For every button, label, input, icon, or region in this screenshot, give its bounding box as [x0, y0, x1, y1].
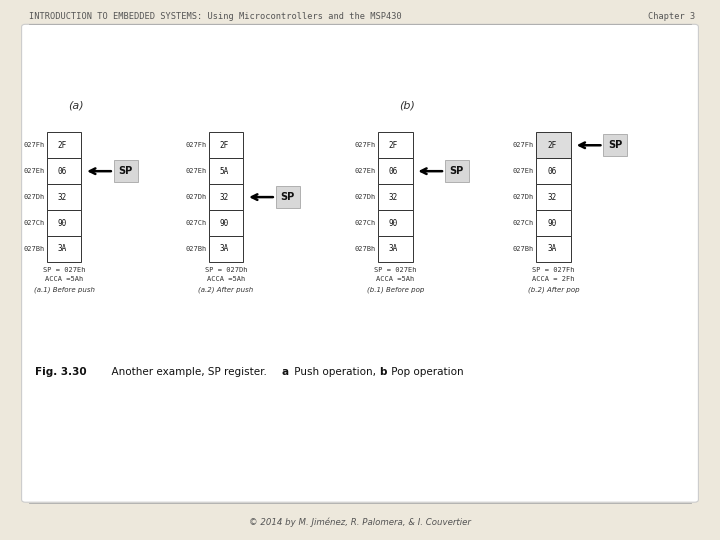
Text: ACCA =5Ah: ACCA =5Ah — [45, 276, 84, 282]
Text: 3A: 3A — [220, 245, 229, 253]
Text: 027Fh: 027Fh — [513, 142, 534, 149]
Bar — [114, 160, 138, 182]
Text: © 2014 by M. Jiménez, R. Palomera, & I. Couvertier: © 2014 by M. Jiménez, R. Palomera, & I. … — [249, 517, 471, 527]
Text: 027Fh: 027Fh — [185, 142, 207, 149]
Text: 027Dh: 027Dh — [354, 194, 376, 200]
Text: 027Ch: 027Ch — [23, 220, 45, 226]
Bar — [209, 210, 243, 236]
Text: 06: 06 — [58, 167, 67, 176]
Bar — [47, 132, 81, 158]
Bar — [536, 184, 571, 210]
Bar — [209, 236, 243, 262]
Text: 32: 32 — [220, 193, 229, 201]
Text: (b.1) Before pop: (b.1) Before pop — [366, 287, 424, 293]
Text: 32: 32 — [58, 193, 67, 201]
Text: (a.1) Before push: (a.1) Before push — [34, 287, 94, 293]
Text: 2F: 2F — [220, 141, 229, 150]
Text: SP = 027Eh: SP = 027Eh — [42, 267, 86, 273]
Text: 5A: 5A — [220, 167, 229, 176]
Bar — [536, 210, 571, 236]
Bar — [209, 184, 243, 210]
Text: 06: 06 — [547, 167, 557, 176]
Text: Fig. 3.30: Fig. 3.30 — [35, 367, 86, 377]
Text: SP: SP — [450, 166, 464, 176]
Text: 90: 90 — [58, 219, 67, 227]
Text: 027Fh: 027Fh — [354, 142, 376, 149]
Bar — [47, 184, 81, 210]
Bar — [47, 236, 81, 262]
Text: 32: 32 — [389, 193, 398, 201]
Bar — [209, 158, 243, 184]
Text: (b.2) After pop: (b.2) After pop — [528, 287, 580, 293]
Text: 027Ch: 027Ch — [513, 220, 534, 226]
Text: SP = 027Fh: SP = 027Fh — [532, 267, 575, 273]
Text: SP: SP — [119, 166, 132, 176]
Text: 027Bh: 027Bh — [185, 246, 207, 252]
Text: 32: 32 — [547, 193, 557, 201]
Text: Chapter 3: Chapter 3 — [647, 12, 695, 21]
Text: 027Dh: 027Dh — [185, 194, 207, 200]
Text: Push operation,: Push operation, — [291, 367, 379, 377]
Bar — [536, 236, 571, 262]
Text: 90: 90 — [389, 219, 398, 227]
Text: SP: SP — [281, 192, 294, 202]
Bar — [378, 236, 413, 262]
Text: 027Dh: 027Dh — [23, 194, 45, 200]
Text: Another example, SP register.: Another example, SP register. — [105, 367, 274, 377]
Text: ACCA =5Ah: ACCA =5Ah — [376, 276, 415, 282]
FancyBboxPatch shape — [22, 24, 698, 502]
Bar — [603, 134, 627, 156]
Bar — [445, 160, 469, 182]
Text: 027Ch: 027Ch — [185, 220, 207, 226]
Text: 90: 90 — [220, 219, 229, 227]
Bar — [276, 186, 300, 208]
Text: ACCA = 2Fh: ACCA = 2Fh — [532, 276, 575, 282]
Text: SP: SP — [608, 140, 622, 150]
Text: (a.2) After push: (a.2) After push — [199, 287, 253, 293]
Text: 027Eh: 027Eh — [354, 168, 376, 174]
Text: (b): (b) — [400, 100, 415, 111]
Text: Pop operation: Pop operation — [388, 367, 464, 377]
Text: 3A: 3A — [389, 245, 398, 253]
Text: (a): (a) — [68, 100, 84, 111]
Text: SP = 027Eh: SP = 027Eh — [374, 267, 417, 273]
Bar — [378, 158, 413, 184]
Bar — [536, 158, 571, 184]
Text: a: a — [282, 367, 289, 377]
Bar — [378, 132, 413, 158]
Text: 027Eh: 027Eh — [23, 168, 45, 174]
Text: 027Fh: 027Fh — [23, 142, 45, 149]
Text: INTRODUCTION TO EMBEDDED SYSTEMS: Using Microcontrollers and the MSP430: INTRODUCTION TO EMBEDDED SYSTEMS: Using … — [29, 12, 402, 21]
Text: 90: 90 — [547, 219, 557, 227]
Bar — [378, 184, 413, 210]
Text: 06: 06 — [389, 167, 398, 176]
Text: 027Eh: 027Eh — [513, 168, 534, 174]
Bar — [47, 210, 81, 236]
Text: 3A: 3A — [547, 245, 557, 253]
Text: 027Dh: 027Dh — [513, 194, 534, 200]
Text: 027Bh: 027Bh — [354, 246, 376, 252]
Bar — [209, 132, 243, 158]
Text: 027Eh: 027Eh — [185, 168, 207, 174]
Bar — [536, 132, 571, 158]
Text: 2F: 2F — [547, 141, 557, 150]
Bar — [378, 210, 413, 236]
Text: 2F: 2F — [389, 141, 398, 150]
Text: 2F: 2F — [58, 141, 67, 150]
Text: 027Bh: 027Bh — [513, 246, 534, 252]
Text: SP = 027Dh: SP = 027Dh — [204, 267, 248, 273]
Bar — [47, 158, 81, 184]
Text: 027Ch: 027Ch — [354, 220, 376, 226]
Text: ACCA =5Ah: ACCA =5Ah — [207, 276, 246, 282]
Text: 027Bh: 027Bh — [23, 246, 45, 252]
Text: 3A: 3A — [58, 245, 67, 253]
Text: b: b — [379, 367, 386, 377]
